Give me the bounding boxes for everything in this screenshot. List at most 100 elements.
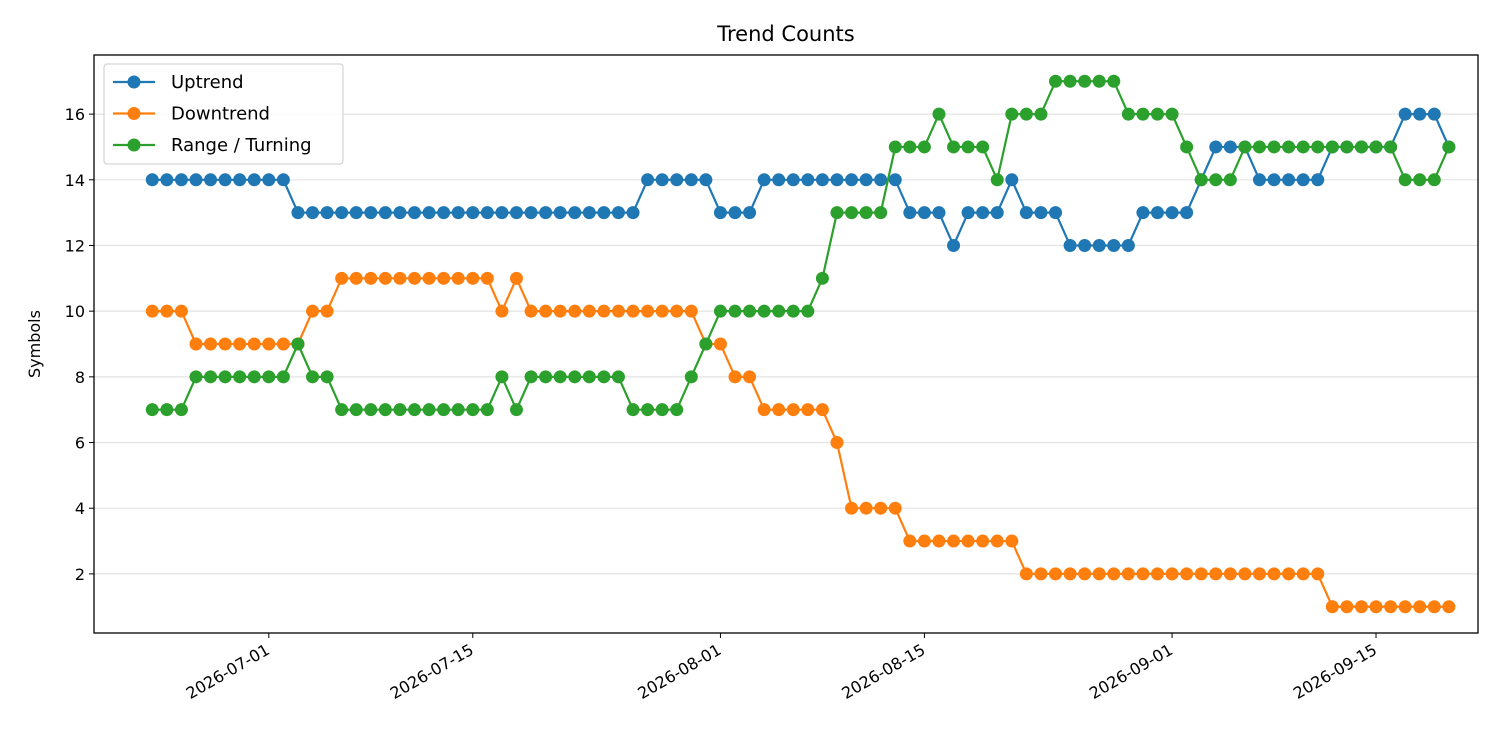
data-point [1413, 107, 1427, 121]
data-point [553, 206, 567, 220]
data-point [728, 304, 742, 318]
data-point [1194, 567, 1208, 581]
data-point [204, 337, 218, 351]
data-point [1150, 567, 1164, 581]
data-point [1165, 107, 1179, 121]
data-point [888, 140, 902, 154]
data-point [626, 206, 640, 220]
data-point [262, 337, 276, 351]
data-point [772, 403, 786, 417]
data-point [1238, 567, 1252, 581]
data-point [408, 206, 422, 220]
data-point [306, 304, 320, 318]
y-tick-label: 8 [75, 368, 85, 387]
data-point [1398, 173, 1412, 187]
data-point [422, 206, 436, 220]
data-point [932, 206, 946, 220]
data-point [932, 534, 946, 548]
data-point [451, 403, 465, 417]
data-point [932, 107, 946, 121]
data-point [495, 370, 509, 384]
data-point [174, 173, 188, 187]
data-point [247, 173, 261, 187]
data-point [1165, 567, 1179, 581]
data-point [553, 370, 567, 384]
plot-frame [93, 54, 1479, 634]
data-point [597, 206, 611, 220]
data-point [670, 304, 684, 318]
series-layer [145, 74, 1456, 614]
data-point [815, 173, 829, 187]
data-point [306, 206, 320, 220]
data-point [582, 304, 596, 318]
data-point [1369, 600, 1383, 614]
data-point [1136, 567, 1150, 581]
data-point [1063, 74, 1077, 88]
data-point [1107, 567, 1121, 581]
legend-box [103, 63, 344, 165]
data-point [422, 271, 436, 285]
data-point [655, 304, 669, 318]
data-point [247, 337, 261, 351]
data-point [1049, 567, 1063, 581]
data-point [917, 140, 931, 154]
data-point [990, 173, 1004, 187]
data-point [1340, 140, 1354, 154]
data-point [874, 173, 888, 187]
data-point [1340, 600, 1354, 614]
data-point [1019, 107, 1033, 121]
data-point [1049, 206, 1063, 220]
data-point [626, 304, 640, 318]
data-point [947, 140, 961, 154]
data-point [1252, 140, 1266, 154]
data-point [174, 403, 188, 417]
data-point [845, 501, 859, 515]
data-point [888, 173, 902, 187]
y-tick-label: 6 [75, 434, 85, 453]
data-point [568, 206, 582, 220]
data-point [1092, 74, 1106, 88]
data-point [1107, 74, 1121, 88]
y-axis: 2 4 6 8 10 12 14 16 [65, 105, 94, 584]
data-point [247, 370, 261, 384]
data-point [480, 271, 494, 285]
data-point [204, 370, 218, 384]
data-point [480, 206, 494, 220]
legend-label: Downtrend [171, 104, 270, 125]
data-point [276, 337, 290, 351]
data-point [728, 370, 742, 384]
data-point [757, 173, 771, 187]
data-point [189, 337, 203, 351]
data-point [1384, 140, 1398, 154]
data-point [611, 206, 625, 220]
data-point [509, 403, 523, 417]
data-point [335, 403, 349, 417]
data-point [1354, 140, 1368, 154]
data-point [1209, 567, 1223, 581]
data-point [801, 403, 815, 417]
data-point [903, 206, 917, 220]
data-point [582, 206, 596, 220]
data-point [1267, 567, 1281, 581]
data-point [990, 206, 1004, 220]
data-point [160, 304, 174, 318]
data-point [1165, 206, 1179, 220]
data-point [961, 206, 975, 220]
data-point [509, 271, 523, 285]
data-point [306, 370, 320, 384]
data-point [1354, 600, 1368, 614]
data-point [990, 534, 1004, 548]
data-point [1369, 140, 1383, 154]
data-point [684, 370, 698, 384]
data-point [364, 403, 378, 417]
data-point [743, 206, 757, 220]
data-point [1413, 600, 1427, 614]
data-point [393, 206, 407, 220]
data-point [1180, 206, 1194, 220]
data-point [480, 403, 494, 417]
data-point [1121, 567, 1135, 581]
data-point [874, 501, 888, 515]
data-point [1209, 140, 1223, 154]
data-point [1252, 173, 1266, 187]
